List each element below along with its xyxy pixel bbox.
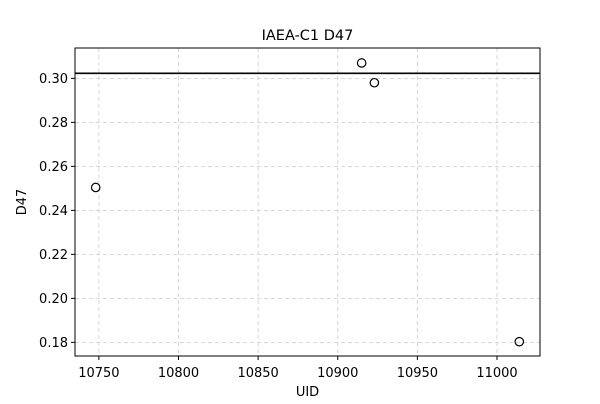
data-point [90, 182, 101, 193]
x-axis-label: UID [296, 385, 319, 400]
y-tick-label: 0.30 [39, 72, 68, 87]
data-points [90, 58, 525, 347]
y-tick-label: 0.26 [39, 160, 68, 175]
x-axis-ticks: 10750 10800 10850 10900 10950 11000 [78, 356, 518, 381]
y-axis-label: D47 [15, 189, 30, 216]
data-point [356, 58, 367, 68]
x-tick-label: 10950 [397, 366, 438, 381]
x-tick-label: 10850 [237, 366, 278, 381]
grid [75, 48, 540, 356]
y-tick-label: 0.18 [39, 336, 68, 351]
y-axis-ticks: 0.18 0.20 0.22 0.24 0.26 0.28 0.30 [39, 72, 75, 351]
x-tick-label: 10750 [78, 366, 119, 381]
y-tick-label: 0.20 [39, 292, 68, 307]
chart-title: IAEA-C1 D47 [262, 28, 354, 44]
y-tick-label: 0.24 [39, 204, 68, 219]
x-tick-label: 10900 [317, 366, 358, 381]
y-tick-label: 0.28 [39, 116, 68, 131]
x-tick-label: 10800 [158, 366, 199, 381]
x-tick-label: 11000 [476, 366, 517, 381]
data-point [369, 77, 380, 88]
y-tick-label: 0.22 [39, 248, 68, 263]
data-point [514, 336, 525, 347]
plot-frame [74, 47, 541, 357]
